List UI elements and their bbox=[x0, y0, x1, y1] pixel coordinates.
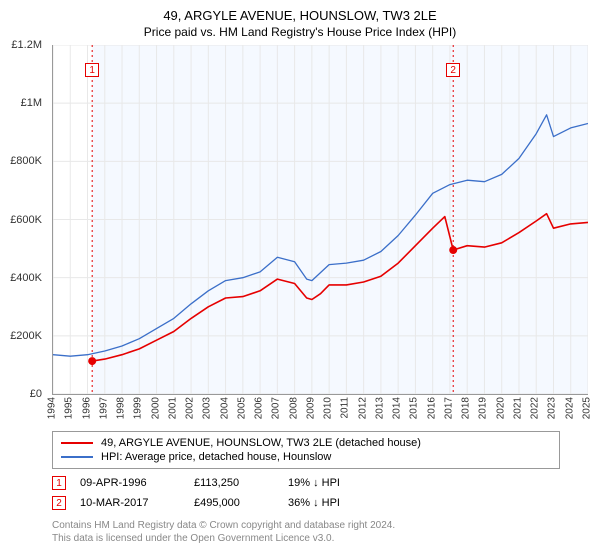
x-tick-label: 2009 bbox=[305, 397, 316, 419]
event-marker: 2 bbox=[52, 496, 66, 510]
x-tick-label: 2004 bbox=[219, 397, 230, 419]
chart-marker: 1 bbox=[85, 63, 99, 77]
x-tick-label: 2013 bbox=[374, 397, 385, 419]
y-tick-label: £200K bbox=[10, 330, 42, 342]
x-tick-label: 2001 bbox=[167, 397, 178, 419]
x-tick-label: 2017 bbox=[443, 397, 454, 419]
x-tick-label: 2018 bbox=[461, 397, 472, 419]
x-tick-label: 1997 bbox=[98, 397, 109, 419]
x-tick-label: 2010 bbox=[323, 397, 334, 419]
x-tick-label: 2012 bbox=[357, 397, 368, 419]
event-date: 10-MAR-2017 bbox=[80, 497, 180, 509]
x-tick-label: 2014 bbox=[392, 397, 403, 419]
x-tick-label: 2008 bbox=[288, 397, 299, 419]
plot-area: 12 bbox=[52, 45, 588, 395]
x-tick-label: 2006 bbox=[254, 397, 265, 419]
x-tick-label: 1999 bbox=[133, 397, 144, 419]
y-tick-label: £400K bbox=[10, 272, 42, 284]
y-axis: £0£200K£400K£600K£800K£1M£1.2M bbox=[0, 45, 48, 425]
x-tick-label: 1998 bbox=[116, 397, 127, 419]
x-tick-label: 1995 bbox=[64, 397, 75, 419]
legend-item: 49, ARGYLE AVENUE, HOUNSLOW, TW3 2LE (de… bbox=[61, 436, 551, 450]
x-tick-label: 2023 bbox=[547, 397, 558, 419]
x-axis: 1994199519961997199819992000200120022003… bbox=[52, 395, 588, 425]
y-tick-label: £0 bbox=[30, 388, 42, 400]
legend-item: HPI: Average price, detached house, Houn… bbox=[61, 450, 551, 464]
x-tick-label: 2024 bbox=[564, 397, 575, 419]
x-tick-label: 2003 bbox=[202, 397, 213, 419]
price-chart: £0£200K£400K£600K£800K£1M£1.2M 12 199419… bbox=[0, 45, 600, 425]
x-tick-label: 2007 bbox=[271, 397, 282, 419]
chart-svg bbox=[53, 45, 588, 394]
legend-swatch bbox=[61, 442, 93, 444]
x-tick-label: 2011 bbox=[340, 397, 351, 419]
x-tick-label: 2020 bbox=[495, 397, 506, 419]
chart-marker: 2 bbox=[446, 63, 460, 77]
footnote-line: Contains HM Land Registry data © Crown c… bbox=[52, 519, 560, 532]
x-tick-label: 2025 bbox=[582, 397, 593, 419]
x-tick-label: 2021 bbox=[512, 397, 523, 419]
event-row: 2 10-MAR-2017 £495,000 36% ↓ HPI bbox=[52, 493, 560, 513]
x-tick-label: 1996 bbox=[81, 397, 92, 419]
footnote-line: This data is licensed under the Open Gov… bbox=[52, 532, 560, 545]
y-tick-label: £600K bbox=[10, 214, 42, 226]
event-diff: 19% ↓ HPI bbox=[288, 477, 378, 489]
y-tick-label: £800K bbox=[10, 155, 42, 167]
legend-swatch bbox=[61, 456, 93, 458]
legend: 49, ARGYLE AVENUE, HOUNSLOW, TW3 2LE (de… bbox=[52, 431, 560, 469]
x-tick-label: 2016 bbox=[426, 397, 437, 419]
event-date: 09-APR-1996 bbox=[80, 477, 180, 489]
sale-events: 1 09-APR-1996 £113,250 19% ↓ HPI 2 10-MAR-201… bbox=[52, 473, 560, 513]
y-tick-label: £1M bbox=[21, 97, 42, 109]
legend-label: HPI: Average price, detached house, Houn… bbox=[101, 451, 331, 463]
event-marker: 1 bbox=[52, 476, 66, 490]
event-price: £113,250 bbox=[194, 477, 274, 489]
event-diff: 36% ↓ HPI bbox=[288, 497, 378, 509]
x-tick-label: 2005 bbox=[236, 397, 247, 419]
y-tick-label: £1.2M bbox=[11, 39, 42, 51]
event-price: £495,000 bbox=[194, 497, 274, 509]
x-tick-label: 2015 bbox=[409, 397, 420, 419]
event-row: 1 09-APR-1996 £113,250 19% ↓ HPI bbox=[52, 473, 560, 493]
legend-label: 49, ARGYLE AVENUE, HOUNSLOW, TW3 2LE (de… bbox=[101, 437, 421, 449]
page-title: 49, ARGYLE AVENUE, HOUNSLOW, TW3 2LE bbox=[0, 0, 600, 23]
x-tick-label: 2022 bbox=[530, 397, 541, 419]
x-tick-label: 2002 bbox=[185, 397, 196, 419]
x-tick-label: 2019 bbox=[478, 397, 489, 419]
x-tick-label: 2000 bbox=[150, 397, 161, 419]
page-subtitle: Price paid vs. HM Land Registry's House … bbox=[0, 23, 600, 45]
footnote: Contains HM Land Registry data © Crown c… bbox=[52, 519, 560, 545]
x-tick-label: 1994 bbox=[47, 397, 58, 419]
